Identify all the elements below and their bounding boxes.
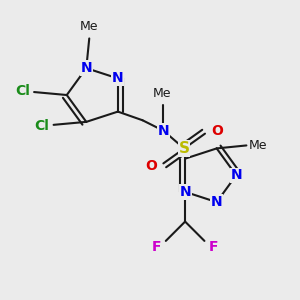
Text: Cl: Cl [34,119,49,133]
Text: N: N [211,195,223,209]
Text: F: F [208,240,218,254]
Text: N: N [80,61,92,75]
Text: O: O [146,159,158,173]
Text: Me: Me [249,139,268,152]
Text: N: N [158,124,169,138]
Text: S: S [179,141,190,156]
Text: Me: Me [153,87,171,100]
Text: N: N [230,168,242,182]
Text: Cl: Cl [15,84,30,98]
Text: F: F [152,240,162,254]
Text: Me: Me [80,20,98,33]
Text: N: N [179,185,191,199]
Text: O: O [211,124,223,138]
Text: N: N [112,71,124,85]
